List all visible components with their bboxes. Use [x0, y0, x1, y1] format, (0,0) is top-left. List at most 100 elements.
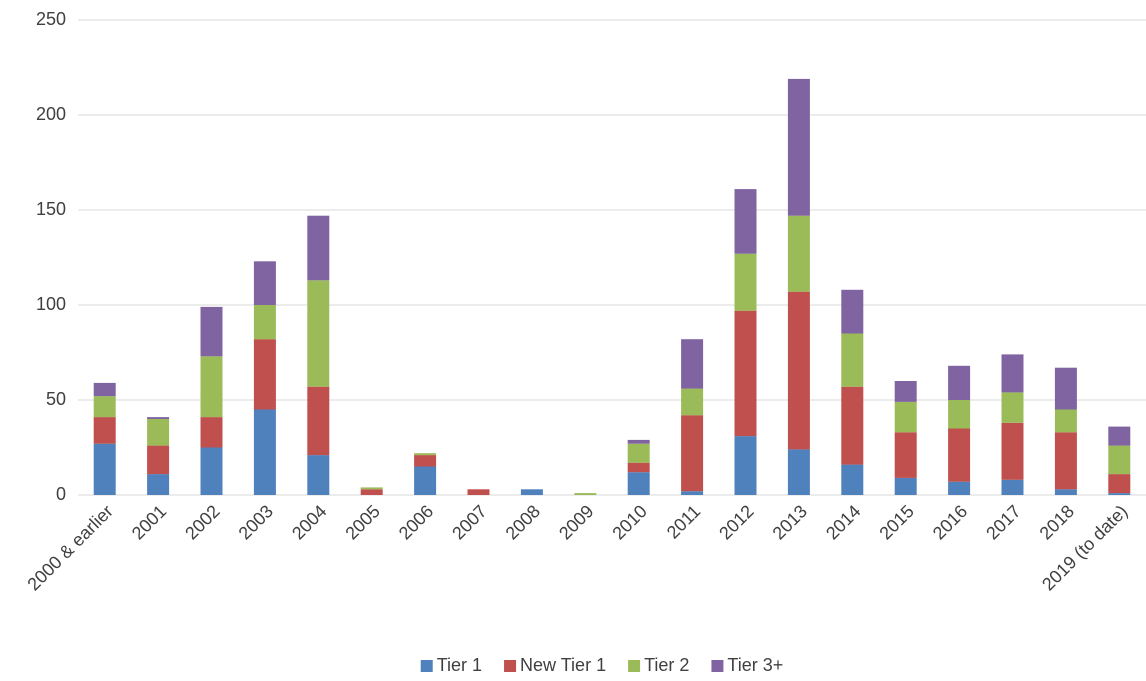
bar-segment	[147, 417, 170, 419]
bar-segment	[841, 289, 864, 334]
y-tick-label: 0	[56, 484, 66, 504]
bar-segment	[147, 445, 170, 475]
y-tick-label: 200	[36, 104, 66, 124]
bar-segment	[841, 386, 864, 465]
bar-segment	[200, 447, 223, 495]
y-tick-label: 100	[36, 294, 66, 314]
bar-segment	[1054, 367, 1077, 410]
bar-segment	[948, 400, 971, 429]
bar-segment	[1001, 354, 1024, 393]
bar-segment	[307, 280, 330, 387]
legend-label: Tier 3+	[727, 655, 783, 675]
x-tick-label: 2003	[235, 501, 277, 543]
bar-segment	[1054, 409, 1077, 433]
bar-segment	[147, 419, 170, 446]
legend-label: Tier 2	[644, 655, 689, 675]
bar-segment	[307, 455, 330, 495]
bar-segment	[253, 305, 276, 340]
bar-segment	[787, 78, 810, 216]
bar-segment	[1054, 489, 1077, 495]
bar-segment	[200, 356, 223, 418]
bar-segment	[787, 215, 810, 292]
bar-segment	[681, 388, 704, 416]
x-tick-label: 2012	[715, 501, 757, 543]
bar-segment	[574, 493, 597, 495]
bar-segment	[627, 439, 650, 444]
bar-segment	[200, 417, 223, 448]
bar-segment	[627, 462, 650, 473]
x-tick-label: 2000 & earlier	[23, 501, 116, 594]
bar-segment	[1001, 422, 1024, 480]
bar-segment	[360, 487, 383, 490]
bar-segment	[253, 339, 276, 410]
x-tick-label: 2004	[288, 501, 330, 543]
bar-segment	[1001, 479, 1024, 495]
bar-segment	[894, 381, 917, 402]
legend-swatch	[504, 660, 517, 672]
bar-segment	[414, 455, 437, 467]
bar-segment	[894, 477, 917, 495]
legend-swatch	[628, 660, 641, 672]
bar-segment	[93, 382, 116, 397]
bar-segment	[520, 489, 543, 495]
legend-label: New Tier 1	[520, 655, 606, 675]
bar-segment	[681, 491, 704, 495]
x-tick-label: 2001	[128, 501, 170, 543]
bar-segment	[93, 417, 116, 444]
x-tick-label: 2002	[181, 501, 223, 543]
bar-segment	[787, 449, 810, 495]
legend-swatch	[711, 660, 724, 672]
bar-segment	[734, 253, 757, 311]
bar-segment	[414, 453, 437, 456]
bar-segment	[1001, 392, 1024, 423]
bar-segment	[1108, 445, 1131, 475]
bar-segment	[1108, 426, 1131, 446]
bar-segment	[787, 291, 810, 450]
bar-segment	[360, 489, 383, 495]
bar-segment	[948, 481, 971, 495]
bar-segment	[147, 474, 170, 495]
bar-segment	[627, 472, 650, 495]
y-tick-label: 250	[36, 9, 66, 29]
bar-segment	[467, 489, 490, 495]
bar-segment	[734, 189, 757, 254]
bar-segment	[1108, 474, 1131, 494]
bar-segment	[681, 415, 704, 492]
x-tick-label: 2013	[769, 501, 811, 543]
bar-segment	[894, 401, 917, 433]
bar-segment	[681, 339, 704, 389]
x-tick-label: 2007	[448, 501, 490, 543]
bar-segment	[414, 466, 437, 495]
bar-segment	[841, 464, 864, 495]
bar-segment	[734, 310, 757, 437]
x-tick-label: 2009	[555, 501, 597, 543]
bar-segment	[1108, 493, 1131, 495]
x-tick-label: 2015	[875, 501, 917, 543]
x-tick-label: 2008	[502, 501, 544, 543]
bar-segment	[253, 261, 276, 305]
legend-label: Tier 1	[437, 655, 482, 675]
bar-segment	[93, 443, 116, 495]
x-tick-label: 2016	[929, 501, 971, 543]
bar-segment	[734, 436, 757, 495]
bar-segment	[627, 443, 650, 463]
x-tick-label: 2005	[341, 501, 383, 543]
x-tick-label: 2014	[822, 501, 864, 543]
bar-segment	[93, 396, 116, 418]
bar-segment	[1054, 432, 1077, 490]
x-tick-label: 2011	[663, 501, 705, 543]
bar-segment	[307, 215, 330, 281]
bar-segment	[894, 432, 917, 478]
bar-segment	[200, 306, 223, 357]
bar-segment	[307, 386, 330, 456]
bar-segment	[948, 428, 971, 482]
bar-segment	[948, 365, 971, 400]
x-tick-label: 2010	[608, 501, 650, 543]
legend-swatch	[420, 660, 433, 672]
y-tick-label: 150	[36, 199, 66, 219]
bar-segment	[841, 333, 864, 387]
x-tick-label: 2018	[1036, 501, 1078, 543]
x-tick-label: 2017	[982, 501, 1024, 543]
x-tick-label: 2006	[395, 501, 437, 543]
